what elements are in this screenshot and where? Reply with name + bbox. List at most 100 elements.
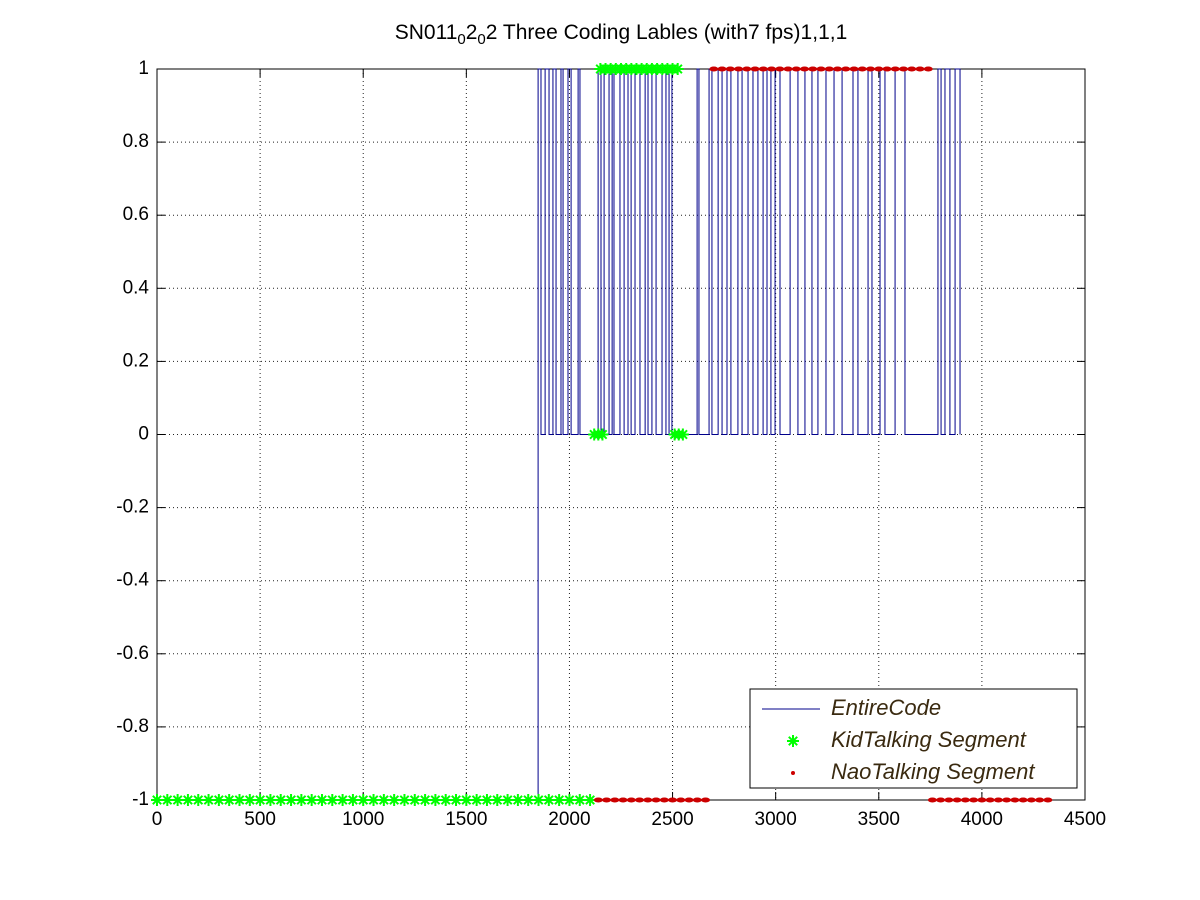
nao-marker xyxy=(767,66,777,72)
nao-marker xyxy=(701,797,711,803)
nao-marker xyxy=(857,66,867,72)
nao-marker xyxy=(692,797,702,803)
kid-marker xyxy=(285,794,298,806)
nao-marker xyxy=(1043,797,1053,803)
kid-marker xyxy=(501,794,514,806)
nao-marker xyxy=(849,66,859,72)
kid-marker xyxy=(676,428,689,441)
nao-marker xyxy=(866,66,876,72)
nao-marker xyxy=(717,66,727,72)
nao-marker xyxy=(1018,797,1028,803)
kid-marker xyxy=(192,794,205,806)
kid-marker xyxy=(398,794,411,806)
nao-marker xyxy=(833,66,843,72)
x-tick-label: 2000 xyxy=(548,809,590,830)
x-tick-label: 2500 xyxy=(651,809,693,830)
kid-marker xyxy=(450,794,463,806)
y-tick-label: -1 xyxy=(132,789,149,810)
y-tick-label: -0.4 xyxy=(116,570,149,591)
kid-marker xyxy=(408,794,421,806)
chart-title: SN0110202 Three Coding Lables (with7 fps… xyxy=(395,21,848,48)
nao-marker xyxy=(684,797,694,803)
kid-marker xyxy=(429,794,442,806)
y-tick-label: -0.6 xyxy=(116,643,149,664)
legend-label: EntireCode xyxy=(831,695,941,720)
nao-marker xyxy=(899,66,909,72)
nao-marker xyxy=(960,797,970,803)
nao-marker xyxy=(775,66,785,72)
kid-marker xyxy=(212,794,225,806)
title-part: SN011 xyxy=(395,21,458,44)
kid-marker xyxy=(274,794,287,806)
y-tick-label: 0.2 xyxy=(123,350,149,371)
nao-marker xyxy=(985,797,995,803)
kid-marker xyxy=(439,794,452,806)
kid-marker xyxy=(377,794,390,806)
y-tick-label: 0.4 xyxy=(123,277,150,298)
kid-marker xyxy=(367,794,380,806)
y-tick-label: 0 xyxy=(138,424,149,445)
nao-marker xyxy=(668,797,678,803)
legend-label: KidTalking Segment xyxy=(831,727,1027,752)
title-subscript: 0 xyxy=(477,31,485,48)
nao-marker xyxy=(952,797,962,803)
y-tick-label: 1 xyxy=(138,58,149,79)
legend-label: NaoTalking Segment xyxy=(831,759,1035,784)
nao-marker xyxy=(659,797,669,803)
title-part: 2 xyxy=(466,21,478,44)
nao-marker xyxy=(816,66,826,72)
nao-marker xyxy=(808,66,818,72)
nao-marker xyxy=(841,66,851,72)
kid-marker xyxy=(181,794,194,806)
kid-marker xyxy=(460,794,473,806)
kid-marker xyxy=(151,794,163,806)
nao-marker xyxy=(1002,797,1012,803)
x-tick-label: 4000 xyxy=(961,809,1003,830)
nao-marker xyxy=(676,797,686,803)
nao-marker xyxy=(791,66,801,72)
kid-marker xyxy=(542,794,555,806)
kid-marker xyxy=(563,794,576,806)
nao-marker xyxy=(651,797,661,803)
x-tick-label: 3000 xyxy=(755,809,797,830)
x-tick-label: 1000 xyxy=(342,809,384,830)
nao-marker xyxy=(944,797,954,803)
kid-marker xyxy=(161,794,174,806)
kid-marker xyxy=(388,794,401,806)
nao-marker xyxy=(993,797,1003,803)
nao-marker xyxy=(1026,797,1036,803)
nao-marker xyxy=(610,797,620,803)
nao-marker xyxy=(750,66,760,72)
kid-marker xyxy=(573,794,586,806)
x-tick-label: 500 xyxy=(244,809,276,830)
nao-marker xyxy=(882,66,892,72)
kid-marker xyxy=(419,794,432,806)
nao-marker xyxy=(927,797,937,803)
nao-marker xyxy=(1035,797,1045,803)
title-subscript: 0 xyxy=(457,31,465,48)
legend-marker xyxy=(787,735,799,747)
kid-marker xyxy=(243,794,256,806)
x-tick-label: 1500 xyxy=(445,809,487,830)
kid-marker xyxy=(671,63,684,75)
kid-marker xyxy=(305,794,318,806)
nao-marker xyxy=(725,66,735,72)
nao-marker xyxy=(800,66,810,72)
title-part: 2 Three Coding Lables (with7 fps)1,1,1 xyxy=(486,21,848,44)
nao-marker xyxy=(907,66,917,72)
kid-marker xyxy=(357,794,370,806)
kid-marker xyxy=(315,794,328,806)
kid-marker xyxy=(553,794,566,806)
kid-marker xyxy=(295,794,308,806)
y-tick-label: -0.8 xyxy=(116,716,149,737)
nao-marker xyxy=(969,797,979,803)
kid-marker xyxy=(336,794,349,806)
kid-marker xyxy=(532,794,545,806)
nao-marker xyxy=(643,797,653,803)
kid-marker xyxy=(202,794,215,806)
nao-marker xyxy=(602,797,612,803)
kid-marker xyxy=(596,428,609,441)
kid-marker xyxy=(254,794,267,806)
nao-marker xyxy=(783,66,793,72)
